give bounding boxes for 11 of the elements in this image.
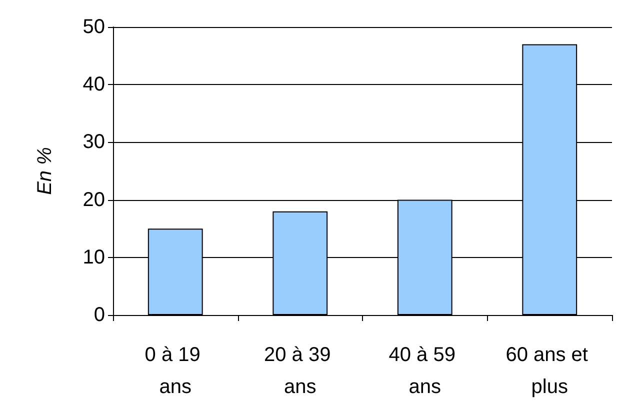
y-tick-label: 40 [82, 74, 105, 96]
y-axis-title: En % [34, 147, 56, 195]
x-tick-label: 40 à 59 ans [388, 344, 462, 398]
x-tick-label: 0 à 19 ans [144, 344, 206, 398]
y-tick-label: 0 [94, 304, 105, 326]
y-tick-label: 10 [82, 246, 105, 268]
y-tick-label: 50 [82, 16, 105, 38]
x-tick-label: 60 ans et plus [506, 344, 594, 398]
x-tick-label: 20 à 39 ans [264, 344, 336, 398]
y-tick-label: 20 [82, 188, 105, 211]
y-tick-label: 30 [82, 131, 105, 154]
